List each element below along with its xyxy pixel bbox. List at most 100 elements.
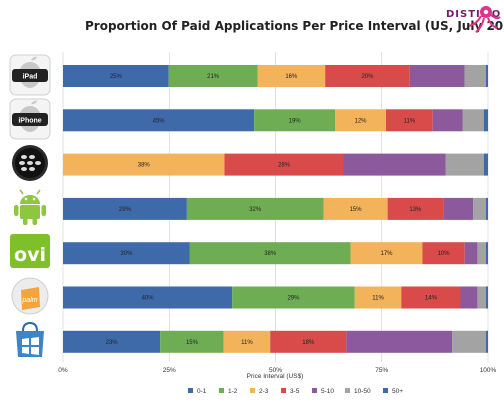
data-label: 18% [302,340,315,346]
data-label: 15% [350,207,363,213]
bar-segment [254,109,335,132]
x-tick-label: 75% [375,367,388,374]
bar-segment [346,330,453,353]
bar-segment [443,197,474,220]
x-tick-label: 50% [269,367,282,374]
legend-swatch [219,388,224,393]
data-label: 29% [119,207,132,213]
bar-segment [483,109,488,132]
bar-segment [63,65,169,87]
bar-segment [432,109,463,132]
legend-swatch [312,388,317,393]
data-label: 45% [153,118,166,124]
android-icon [14,189,46,225]
bar-segment [257,65,326,87]
data-label: 11% [404,118,416,124]
legend-label: 3-5 [290,388,300,395]
bar-segment [460,286,478,309]
bar-segment [401,286,461,309]
bar-segment [485,330,488,353]
bar-segment [485,242,488,265]
bar-segment [335,109,386,132]
legend-swatch [188,388,193,393]
legend-label: 50+ [392,388,403,395]
x-tick-label: 25% [163,367,176,374]
bar-segment [354,286,402,309]
brand-name: DISTIMO [446,9,501,20]
ipad-label: iPad [23,74,38,81]
bar-segment [224,153,344,176]
legend-label: 1-2 [228,388,238,395]
windows-marketplace-icon [16,321,44,357]
octopus-icon [468,6,501,33]
iphone-label: iPhone [18,118,41,125]
ovi-label: ovi [14,244,46,266]
legend-label: 2-3 [259,388,269,395]
data-label: 28% [278,163,291,169]
bar-segment [386,109,433,132]
legend: 0-1 1-2 2-3 3-5 5-10 10-50 50+ [188,388,403,395]
palm-icon: palm [11,277,49,315]
bar-segment [473,197,486,220]
bar-segment [464,65,486,87]
bar-segment [477,242,486,265]
data-label: 16% [285,74,298,80]
data-label: 11% [241,340,253,346]
bar-segment [483,153,488,176]
bar-segment [387,197,444,220]
legend-label: 0-1 [197,388,207,395]
bar-segment [323,197,388,220]
distimo-logo: DISTIMO [446,6,501,33]
data-label: 23% [106,340,119,346]
bar-segment [186,197,324,220]
bar-segment [63,242,190,265]
bar-segment [63,330,161,353]
data-label: 17% [380,251,393,257]
legend-label: 10-50 [354,388,371,395]
platform-icons: iPad iPhone [9,54,51,357]
legend-label: 5-10 [321,388,334,395]
bar-segment [270,330,347,353]
bar-segment [223,330,271,353]
bar-segment [462,109,484,132]
data-label: 11% [372,296,384,302]
bar-segment [343,153,446,176]
bar-segment [485,286,488,309]
bar-segment [477,286,486,309]
legend-swatch [281,388,286,393]
bar-segment [445,153,484,176]
ovi-icon: ovi [10,234,50,268]
x-axis-label: Price Interval (US$) [247,373,304,380]
bar-segment [325,65,410,87]
bar-segment [63,153,225,176]
bar-segment [464,242,478,265]
bar-segment [63,286,233,309]
bar-segment [452,330,486,353]
data-label: 21% [207,74,220,80]
data-label: 29% [287,296,300,302]
bar-segment [485,197,488,220]
data-label: 32% [249,207,262,213]
bar-segment [160,330,224,353]
legend-swatch [383,388,388,393]
bar-segment [189,242,351,265]
x-tick-label: 100% [480,367,497,374]
data-label: 40% [142,296,155,302]
bar-segment [63,197,187,220]
data-label: 38% [264,251,277,257]
data-label: 14% [425,296,438,302]
x-tick-label: 0% [58,367,68,374]
legend-swatch [250,388,255,393]
bar-segment [485,65,488,87]
palm-label: palm [21,297,37,304]
data-label: 13% [409,207,422,213]
data-label: 10% [438,251,451,257]
bar-segment [409,65,465,87]
data-label: 30% [120,251,133,257]
bar-segment [63,109,255,132]
data-label: 20% [361,74,374,80]
bar-segment [350,242,423,265]
data-label: 15% [186,340,199,346]
chart-title: Proportion Of Paid Applications Per Pric… [85,19,504,33]
